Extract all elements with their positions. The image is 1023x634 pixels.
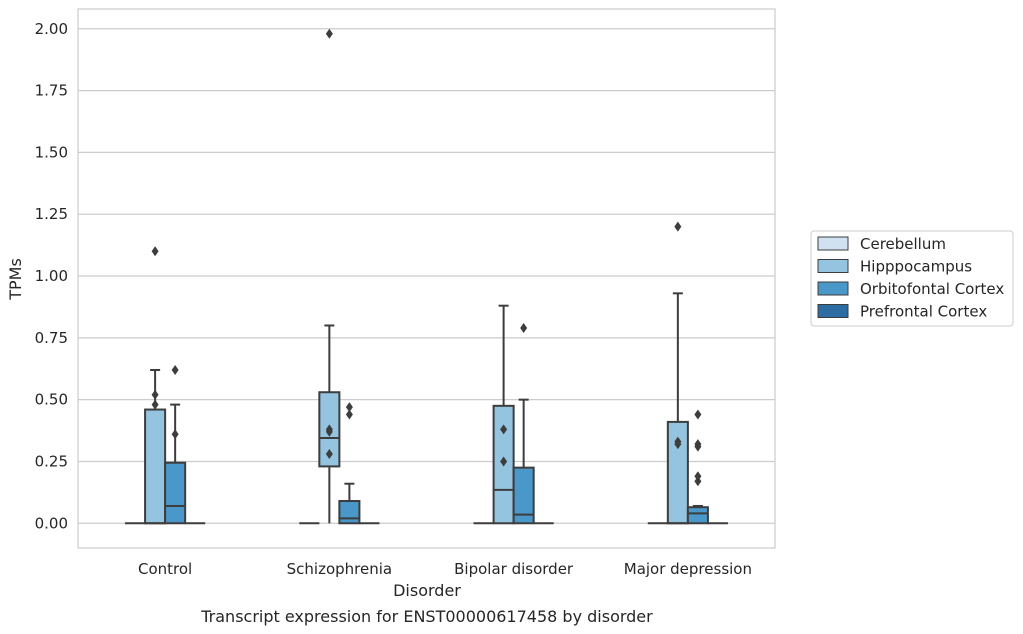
legend: Cerebellum Hipppocampus Orbitofontal Corte… [810,230,1014,327]
chart-caption: Transcript expression for ENST0000061745… [200,607,653,626]
legend-swatch [817,281,849,296]
x-tick-label: Control [138,560,192,578]
y-tick-label: 0.00 [35,514,68,532]
x-axis-label: Disorder [393,581,461,600]
y-tick-label: 1.25 [35,205,68,223]
outlier-point [694,471,702,482]
outlier-point [325,28,333,39]
y-tick-label: 0.25 [35,452,68,470]
outlier-point [151,246,159,257]
outlier-point [171,429,179,440]
outlier-point [694,409,702,420]
y-axis-label: TPMs [6,258,25,301]
y-tick-label: 0.75 [35,329,68,347]
x-tick-labels: Control Schizophrenia Bipolar disorder Majo… [138,560,752,578]
box-2-1 [492,304,515,525]
legend-swatch [817,304,849,318]
outlier-point [500,424,508,435]
y-tick-labels: 0.00 0.25 0.50 0.75 1.00 1.25 1.50 1.75 2.00 [35,20,68,532]
box-body [164,461,187,525]
legend-frame [810,230,1014,327]
box-2-2 [512,322,535,525]
box-body [686,506,709,525]
legend-label: Prefrontal Cortex [860,303,987,321]
legend-label: Orbitofontal Cortex [860,280,1004,298]
outlier-point [171,364,179,375]
x-tick-label: Schizophrenia [287,560,392,578]
y-tick-label: 1.50 [35,143,68,161]
outlier-point [151,389,159,400]
legend-swatch [817,236,849,251]
box-0-2 [164,364,187,525]
outlier-point [694,439,702,450]
y-tick-label: 2.00 [35,20,68,38]
box-body [512,466,535,525]
outlier-point [674,436,682,447]
legend-label: Hipppocampus [860,258,972,276]
box-0-1 [144,246,167,525]
outlier-point [325,424,333,435]
y-tick-label: 0.50 [35,391,68,409]
box-body [144,408,167,525]
outlier-point [345,402,353,413]
outlier-point [674,221,682,232]
outlier-point [520,322,528,333]
outlier-point [325,449,333,460]
box-3-1 [666,221,689,525]
outlier-point [345,409,353,420]
legend-swatch [817,259,849,273]
x-tick-label: Major depression [624,560,752,578]
outlier-point [500,456,508,467]
legend-label: Cerebellum [860,235,946,253]
plot-frame [77,8,776,549]
box-3-2 [686,409,709,525]
y-tick-label: 1.75 [35,82,68,100]
box-1-2 [338,402,361,525]
box-1-1 [318,28,341,524]
outlier-point [151,399,159,410]
box-body [338,500,361,525]
boxes [125,28,728,525]
x-tick-label: Bipolar disorder [454,560,574,578]
y-tick-label: 1.00 [35,267,68,285]
